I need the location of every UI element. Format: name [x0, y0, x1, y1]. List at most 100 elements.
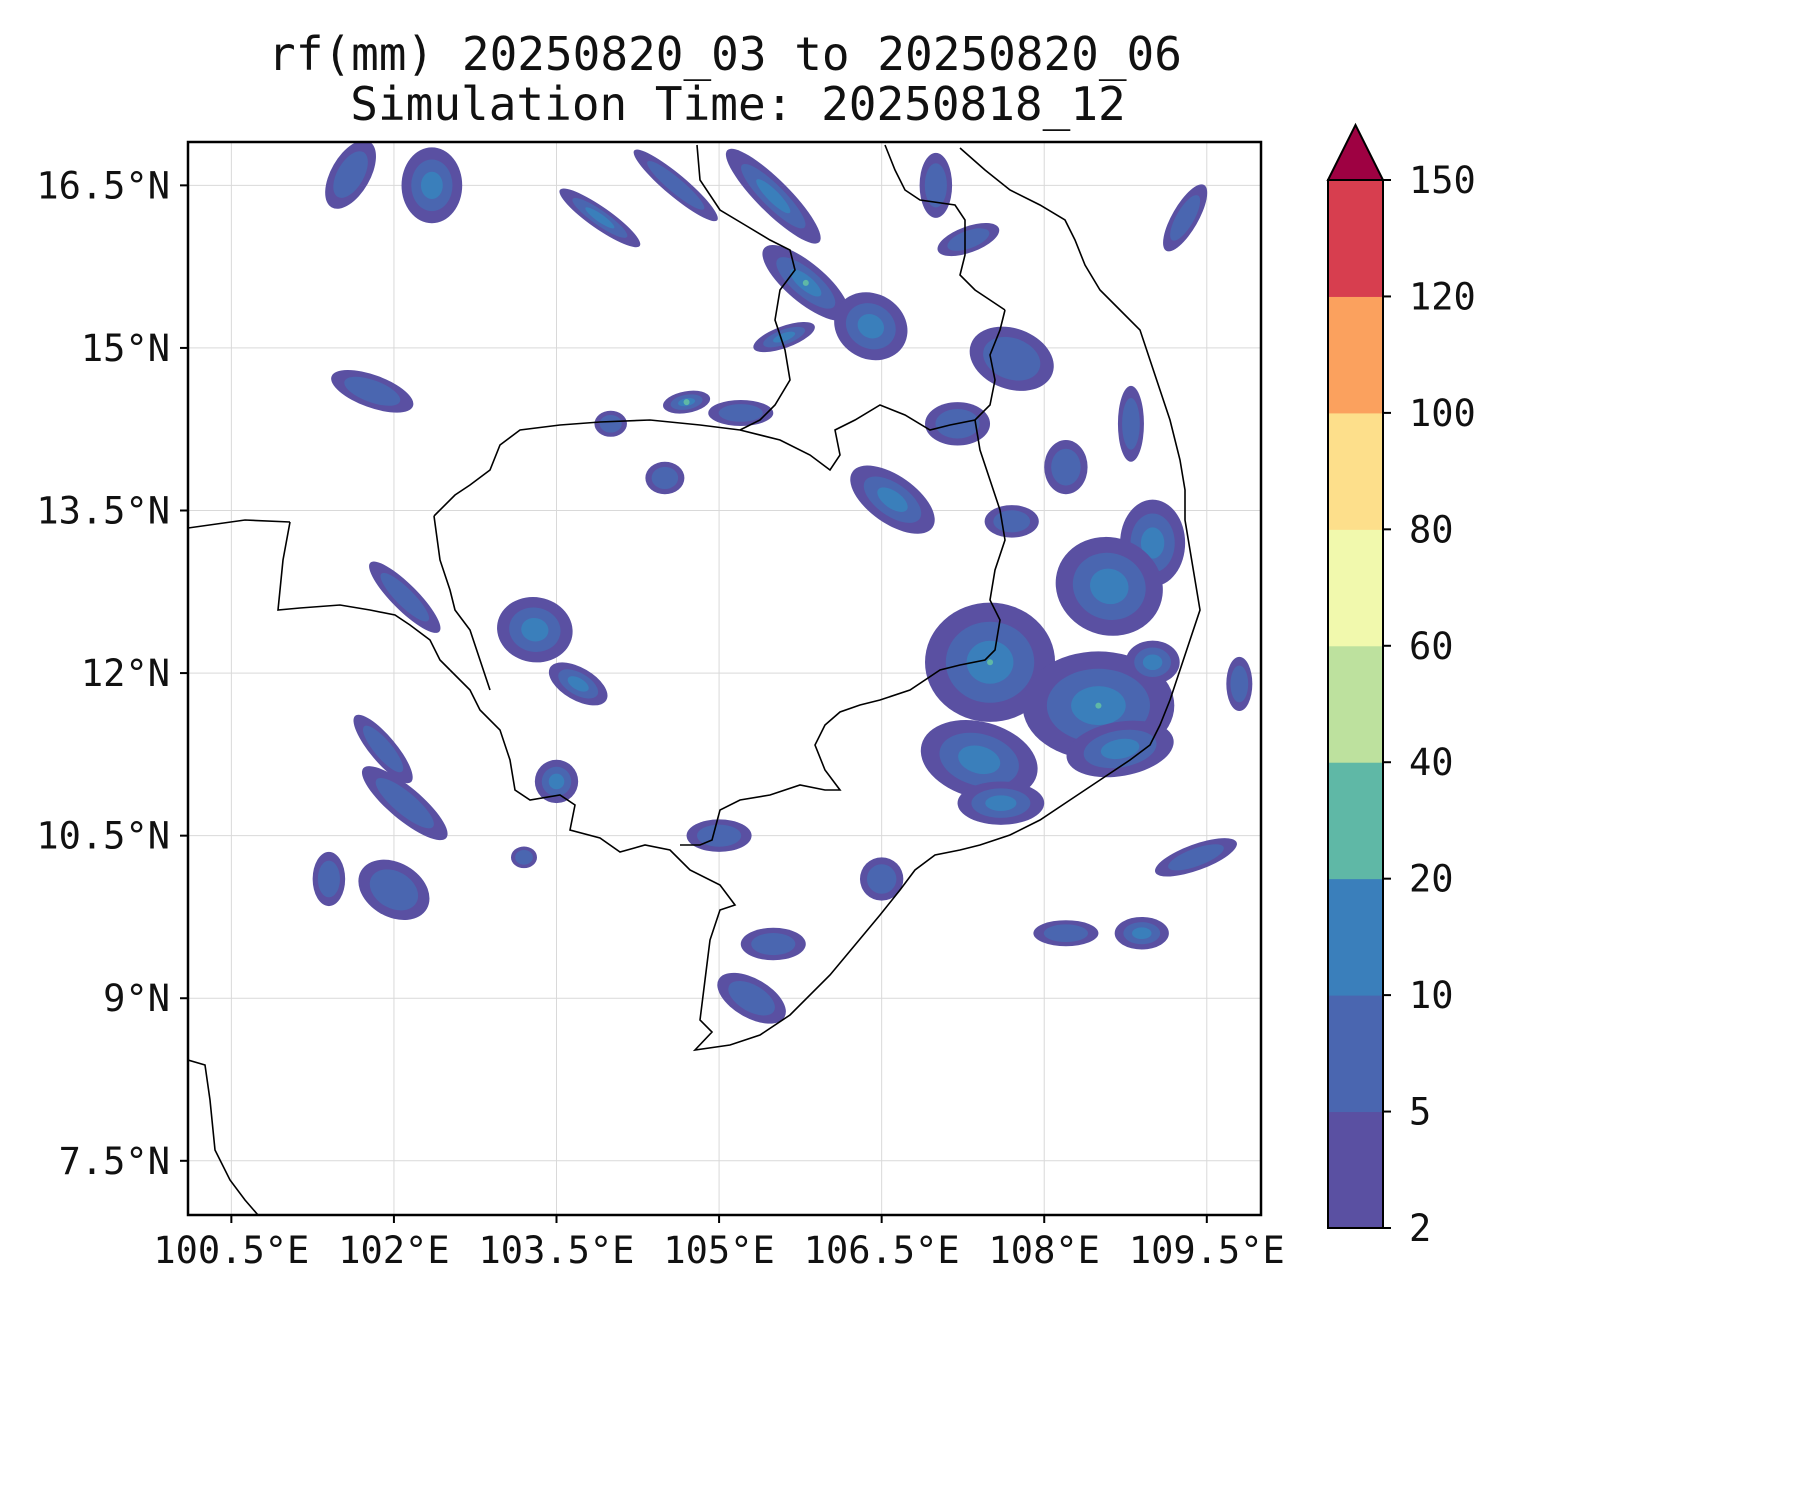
rain-contour-level-1: [924, 163, 947, 208]
colorbar-tick-label: 80: [1409, 508, 1454, 551]
rain-cell: [1154, 838, 1237, 877]
rain-contour-level-1: [866, 864, 897, 894]
rain-cell: [984, 505, 1039, 538]
rain-contour-level-1: [344, 376, 401, 406]
rain-contour-level-1: [369, 869, 419, 911]
border-line: [884, 144, 1006, 311]
colorbar-tick-label: 120: [1409, 275, 1476, 318]
colorbar-tick-label: 2: [1409, 1207, 1431, 1250]
rain-contour-level-1: [1051, 448, 1081, 486]
rain-contour-level-1: [751, 932, 796, 956]
rain-contour-level-2: [585, 207, 615, 229]
rain-contour-level-2: [756, 179, 791, 214]
rain-contour-level-1: [947, 228, 990, 251]
rain-cell: [401, 147, 463, 224]
rain-contour-level-1: [1168, 844, 1224, 871]
rain-cell: [331, 369, 414, 413]
border-line: [739, 309, 1006, 472]
lat-tick-label: 7.5°N: [59, 1140, 170, 1183]
rain-contour-level-2: [521, 617, 549, 642]
colorbar-segment: [1328, 995, 1383, 1113]
rain-contour-level-1: [651, 466, 679, 490]
colorbar-tick-label: 40: [1409, 741, 1454, 784]
rain-contour-level-3: [802, 279, 809, 286]
rain-cell: [925, 602, 1056, 722]
rain-cell: [1163, 184, 1208, 252]
rain-contour-level-2: [1142, 654, 1163, 671]
rain-cell: [510, 846, 537, 869]
rain-cell: [312, 851, 346, 907]
colorbar-segment: [1328, 645, 1383, 763]
lat-tick-label: 15°N: [81, 327, 170, 370]
rain-contour-level-2: [877, 487, 908, 512]
rain-contour-level-2: [548, 773, 565, 790]
lon-tick-label: 102°E: [338, 1229, 449, 1272]
colorbar-tick-label: 100: [1409, 392, 1476, 435]
rain-contour-level-1: [317, 860, 340, 898]
rain-contour-level-1: [375, 777, 434, 829]
lat-tick-label: 9°N: [103, 977, 170, 1020]
rain-cell: [1033, 920, 1099, 947]
map-title-line2: Simulation Time: 20250818_12: [350, 77, 1125, 131]
colorbar-tick-label: 20: [1409, 858, 1454, 901]
rain-cell: [1226, 656, 1253, 712]
rain-contour-level-1: [599, 414, 622, 433]
lat-tick-label: 12°N: [81, 652, 170, 695]
rain-cell: [937, 223, 1000, 257]
rain-contour-level-1: [728, 980, 775, 1016]
rain-cell: [1114, 916, 1169, 950]
longitude-axis: 100.5°E 102°E 103.5°E 105°E 106.5°E 108°E 109.…: [153, 1215, 1285, 1272]
map-frame: [186, 140, 1263, 1217]
rain-cell: [534, 759, 579, 804]
rain-contour-level-1: [983, 336, 1041, 381]
map-panel: [188, 142, 1261, 1215]
rain-contour-level-1: [380, 572, 430, 622]
lat-tick-label: 13.5°N: [36, 490, 170, 533]
rain-cell: [633, 149, 718, 222]
rain-cell: [369, 561, 441, 633]
lat-tick-label: 16.5°N: [36, 164, 170, 207]
rain-cell: [1044, 440, 1088, 495]
rain-cell: [850, 465, 935, 534]
colorbar-tick-label: 5: [1409, 1091, 1431, 1134]
rain-cell: [663, 390, 711, 414]
rain-cell: [358, 859, 430, 921]
rain-cell: [1117, 385, 1144, 462]
rain-cell: [708, 399, 774, 426]
colorbar-segment: [1328, 529, 1383, 647]
lon-tick-label: 105°E: [663, 1229, 774, 1272]
latitude-axis: 7.5°N 9°N 10.5°N 12°N 13.5°N 15°N 16.5°N: [36, 164, 188, 1183]
colorbar-segment: [1328, 412, 1383, 530]
rain-contour-level-2: [985, 795, 1017, 811]
rain-contour-level-2: [420, 171, 443, 200]
rain-cell: [753, 322, 815, 353]
rain-cell: [497, 597, 573, 663]
rain-cell: [559, 188, 641, 248]
rain-cell: [594, 410, 627, 437]
lat-tick-label: 10.5°N: [36, 815, 170, 858]
colorbar-segment: [1328, 762, 1383, 880]
rain-contour-level-3: [1095, 702, 1102, 709]
rain-cell: [361, 766, 448, 841]
colorbar-tick-label: 10: [1409, 974, 1454, 1017]
colorbar-segment: [1328, 1111, 1383, 1229]
rain-contour-level-1: [718, 404, 763, 422]
rain-contour-level-2: [857, 314, 885, 339]
lon-tick-label: 109.5°E: [1129, 1229, 1285, 1272]
colorbar-tick-label: 60: [1409, 625, 1454, 668]
rain-cell: [969, 326, 1054, 391]
lon-tick-label: 106.5°E: [804, 1229, 960, 1272]
colorbar-segment: [1328, 180, 1383, 297]
rain-contour-level-1: [1170, 195, 1201, 241]
coastline-line: [188, 1059, 259, 1215]
colorbar-tick-label: 150: [1409, 159, 1476, 202]
rain-cell: [920, 720, 1038, 800]
coastline-line: [449, 147, 1201, 1052]
rain-cell: [762, 244, 850, 321]
rain-contour-level-3: [987, 659, 994, 666]
colorbar-segment: [1328, 296, 1383, 414]
rain-cell: [1066, 720, 1174, 778]
lon-tick-label: 108°E: [989, 1229, 1100, 1272]
rain-cell: [1055, 536, 1163, 636]
